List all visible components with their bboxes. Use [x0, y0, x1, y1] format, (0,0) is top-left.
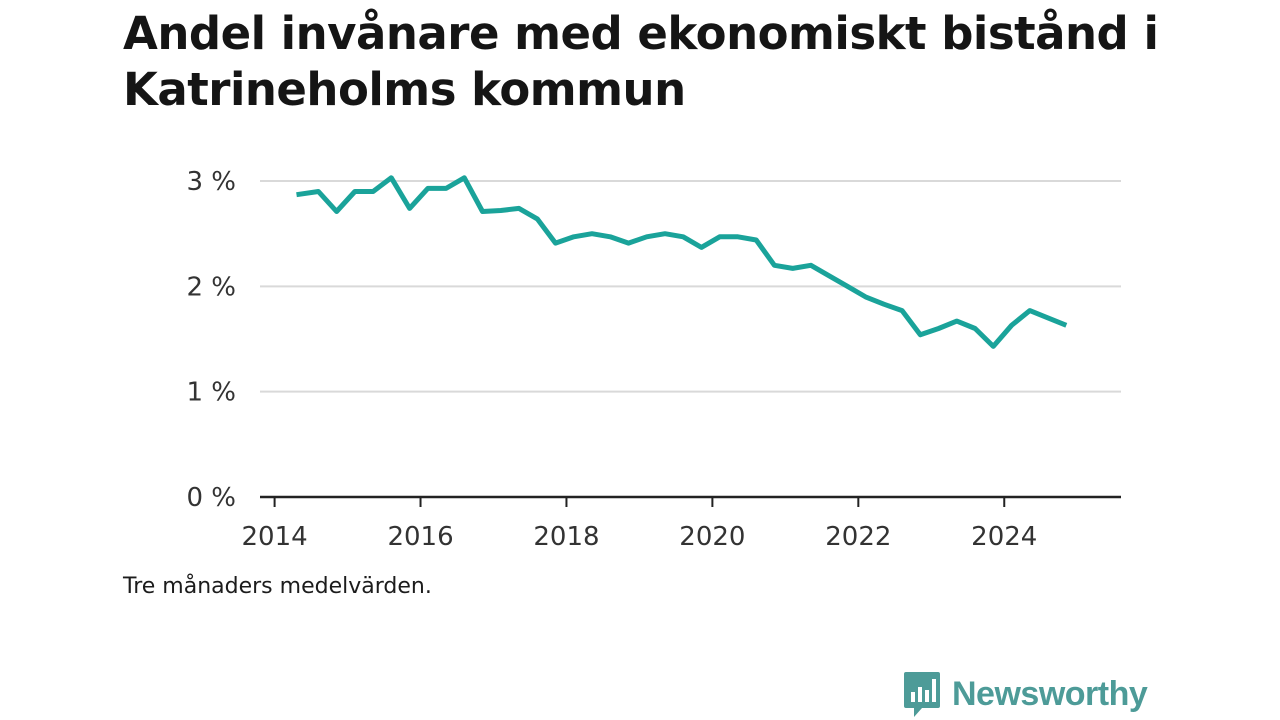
series-layer: [296, 175, 1068, 349]
y-tick-label: 3 %: [186, 167, 236, 197]
x-tick-label: 2018: [533, 522, 599, 552]
y-tick-label: 1 %: [186, 378, 236, 408]
gridlines: [260, 180, 1121, 393]
chart-note: Tre månaders medelvärden.: [123, 574, 432, 599]
brand-name: Newsworthy: [952, 674, 1148, 713]
y-tick-label: 0 %: [186, 483, 236, 513]
y-tick-label: 2 %: [186, 272, 236, 302]
y-axis-tick-labels: 0 % 1 % 2 % 3 %: [186, 167, 236, 513]
series-line: [296, 175, 1068, 349]
x-tick-label: 2016: [387, 522, 453, 552]
bar-chart-speech-bubble-icon: [904, 672, 940, 717]
chart-title: Andel invånare med ekonomiskt bistånd i …: [123, 7, 1159, 116]
newsworthy-logo: Newsworthy: [902, 670, 1148, 718]
x-tick-label: 2014: [242, 522, 308, 552]
x-tick-label: 2024: [971, 522, 1037, 552]
x-tick-label: 2020: [679, 522, 745, 552]
x-axis: 2014 2016 2018 2020 2022 2024: [242, 495, 1121, 552]
x-tick-label: 2022: [825, 522, 891, 552]
